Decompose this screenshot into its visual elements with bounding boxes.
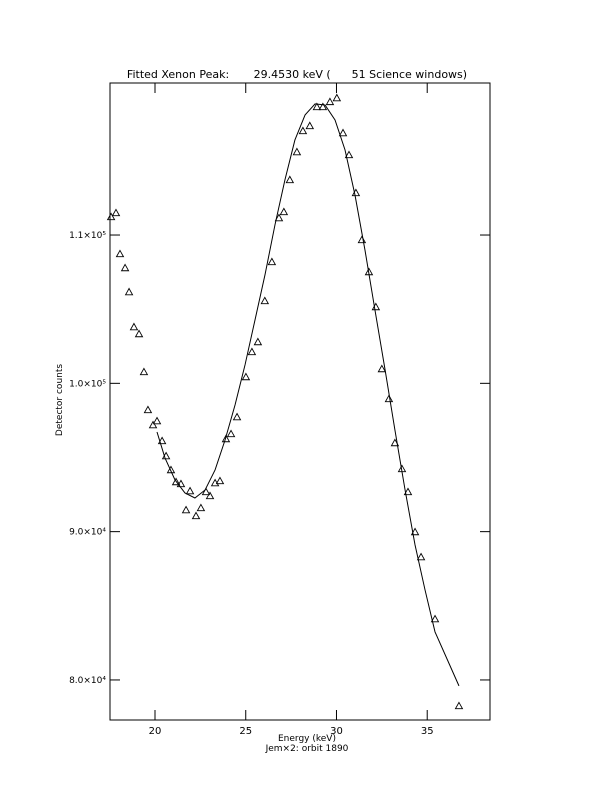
data-point xyxy=(111,208,121,217)
data-point xyxy=(312,102,322,111)
data-point xyxy=(454,701,464,710)
data-point xyxy=(191,511,201,520)
data-point xyxy=(196,503,206,512)
data-point xyxy=(247,347,257,356)
data-point xyxy=(241,372,251,381)
plot-frame xyxy=(109,82,491,721)
y-axis-label: Detector counts xyxy=(55,364,65,436)
data-point xyxy=(305,121,315,130)
data-point xyxy=(318,102,328,111)
data-point xyxy=(106,212,116,221)
data-point xyxy=(332,93,342,102)
data-point xyxy=(157,436,167,445)
data-point xyxy=(384,394,394,403)
fit-line xyxy=(156,103,460,687)
data-point xyxy=(143,405,153,414)
data-point xyxy=(232,412,242,421)
y-tick-label: 8.0×10⁴ xyxy=(69,676,106,686)
data-point xyxy=(120,263,130,272)
x-tick-label: 35 xyxy=(421,726,434,737)
data-point xyxy=(410,527,420,536)
data-point xyxy=(148,420,158,429)
data-point xyxy=(171,477,181,486)
data-point xyxy=(185,486,195,495)
data-point xyxy=(403,487,413,496)
data-point xyxy=(285,175,295,184)
data-point xyxy=(357,235,367,244)
data-point xyxy=(292,147,302,156)
subtitle: Jem×2: orbit 1890 xyxy=(265,744,349,754)
data-point xyxy=(139,367,149,376)
data-point xyxy=(274,213,284,222)
data-point xyxy=(215,476,225,485)
data-point xyxy=(201,487,211,496)
x-tick-label: 30 xyxy=(330,726,343,737)
data-point xyxy=(115,249,125,258)
data-point xyxy=(134,329,144,338)
data-point xyxy=(152,416,162,425)
data-point xyxy=(221,434,231,443)
data-point xyxy=(325,97,335,106)
data-point xyxy=(267,257,277,266)
data-point xyxy=(338,128,348,137)
data-point xyxy=(253,337,263,346)
data-point xyxy=(298,126,308,135)
data-point xyxy=(205,491,215,500)
data-point xyxy=(260,296,270,305)
data-point xyxy=(124,287,134,296)
data-point xyxy=(166,465,176,474)
y-tick-label: 1.0×10⁵ xyxy=(69,379,106,389)
x-axis-label: Energy (keV) xyxy=(278,734,336,744)
data-point xyxy=(176,479,186,488)
data-point xyxy=(344,150,354,159)
data-point xyxy=(416,552,426,561)
data-point xyxy=(377,364,387,373)
y-tick-label: 1.1×10⁵ xyxy=(69,231,106,241)
data-point xyxy=(129,322,139,331)
data-point xyxy=(181,505,191,514)
y-tick-label: 9.0×10⁴ xyxy=(69,528,106,538)
chart-title: Fitted Xenon Peak: 29.4530 keV ( 51 Scie… xyxy=(127,68,467,81)
x-tick-label: 20 xyxy=(149,726,162,737)
data-point xyxy=(226,429,236,438)
x-tick-label: 25 xyxy=(239,726,252,737)
data-point xyxy=(279,207,289,216)
data-point xyxy=(430,614,440,623)
